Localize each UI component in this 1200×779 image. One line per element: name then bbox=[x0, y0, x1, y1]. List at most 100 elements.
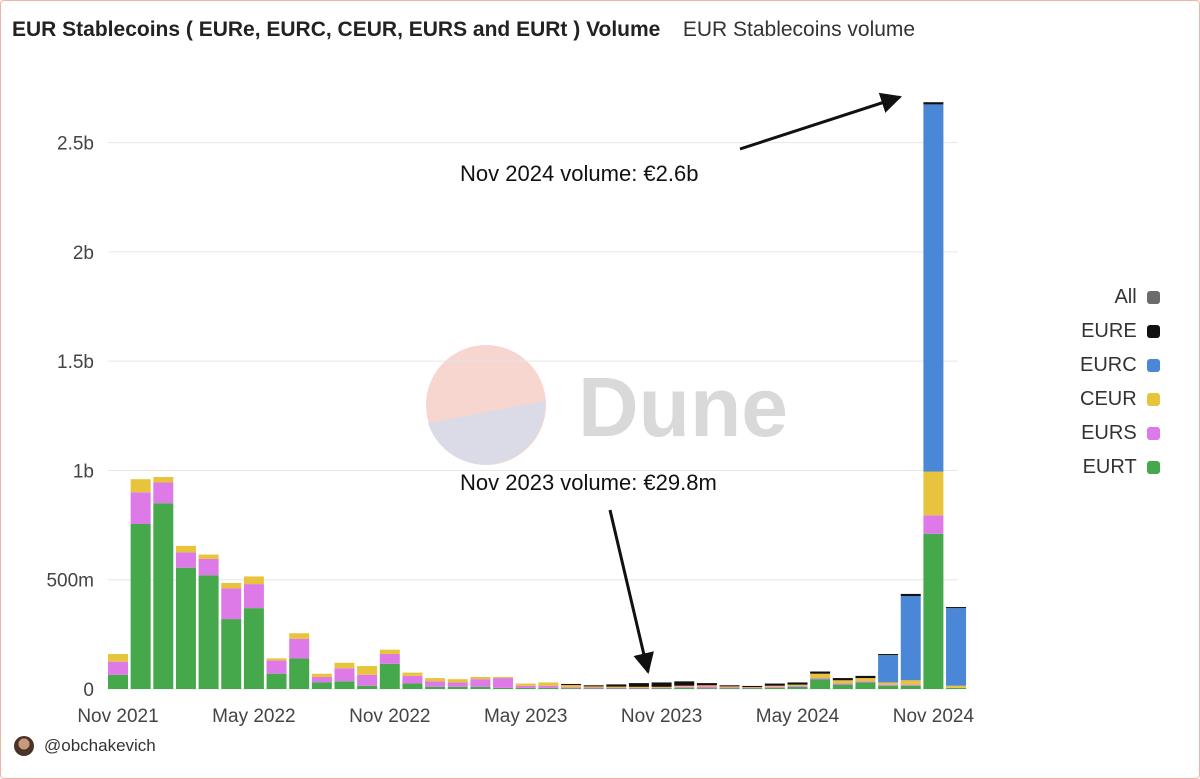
dune-watermark: Dune bbox=[426, 345, 788, 465]
bar-segment-eurt bbox=[923, 533, 944, 689]
bar-segment-ceur bbox=[470, 676, 491, 680]
bar-segment-eurt bbox=[900, 685, 921, 689]
bar-segment-eurt bbox=[221, 619, 242, 689]
bar-segment-eurs bbox=[198, 558, 219, 576]
chart-annotations: Nov 2024 volume: €2.6b Nov 2023 volume: €… bbox=[460, 92, 902, 675]
legend-label: EURT bbox=[1082, 455, 1137, 478]
legend-item-eurs[interactable]: EURS bbox=[1080, 416, 1160, 450]
bar-segment-ceur bbox=[832, 680, 853, 684]
watermark-circle-bottom bbox=[428, 401, 546, 465]
bar-segment-eure bbox=[900, 593, 921, 597]
bar-segment-eurt bbox=[810, 679, 831, 689]
legend-label: All bbox=[1114, 285, 1137, 308]
annotation-arrow-nov-2024 bbox=[739, 92, 902, 151]
bar-segment-eurs bbox=[334, 668, 355, 682]
x-tick-label: Nov 2024 bbox=[893, 706, 975, 727]
legend-item-eure[interactable]: EURE bbox=[1080, 314, 1160, 348]
bar-segment-ceur bbox=[696, 685, 717, 687]
bar-segment-eurt bbox=[493, 687, 514, 689]
bar-segment-eurs bbox=[266, 660, 287, 674]
legend-label: EURC bbox=[1080, 353, 1137, 376]
bar-segment-ceur bbox=[493, 676, 514, 679]
y-axis-ticks: 0 500m 1b 1.5b 2b 2.5b bbox=[46, 134, 94, 701]
y-tick-label: 1.5b bbox=[57, 352, 94, 373]
x-tick-label: Nov 2022 bbox=[349, 706, 430, 727]
bar-segment-eurt bbox=[674, 687, 695, 689]
bar-segment-eurt bbox=[742, 688, 763, 689]
chart-header: EUR Stablecoins ( EURe, EURC, CEUR, EURS… bbox=[12, 18, 915, 42]
bar-segment-eurs bbox=[742, 687, 763, 689]
bar-segment-eurt bbox=[289, 658, 310, 689]
legend-swatch bbox=[1146, 290, 1160, 304]
bar-segment-eurt bbox=[855, 682, 876, 689]
bar-segment-ceur bbox=[742, 686, 763, 688]
bar-segment-ceur bbox=[334, 662, 355, 669]
bar-segment-ceur bbox=[447, 679, 468, 683]
bar-segment-eure bbox=[764, 683, 785, 686]
bar-segment-ceur bbox=[130, 479, 151, 493]
bar-segment-eurs bbox=[357, 674, 378, 686]
annotation-nov-2023: Nov 2023 volume: €29.8m bbox=[460, 470, 717, 495]
chart-subtitle: EUR Stablecoins volume bbox=[682, 18, 916, 41]
legend-item-ceur[interactable]: CEUR bbox=[1080, 382, 1160, 416]
bar-segment-eurt bbox=[130, 524, 151, 689]
bar-segment-ceur bbox=[561, 685, 581, 688]
bar-segment-eure bbox=[696, 683, 717, 686]
bar-segment-ceur bbox=[153, 477, 174, 483]
bar-segment-ceur bbox=[583, 686, 604, 688]
bar-segment-ceur bbox=[878, 682, 899, 685]
bar-segment-eurs bbox=[561, 687, 581, 689]
legend-swatch bbox=[1146, 358, 1160, 372]
x-axis-ticks: Nov 2021 May 2022 Nov 2022 May 2023 Nov 2023… bbox=[77, 706, 974, 727]
bar-segment-eure bbox=[742, 685, 763, 688]
bar-segment-eurs bbox=[175, 552, 196, 568]
chart-legend: All EURE EURC CEUR EURS EURT bbox=[1080, 280, 1160, 484]
y-tick-label: 0 bbox=[83, 680, 94, 701]
bar-segment-ceur bbox=[515, 683, 536, 686]
y-tick-label: 1b bbox=[73, 461, 94, 482]
bar-segment-eurs bbox=[923, 515, 944, 534]
bar-segment-ceur bbox=[719, 686, 740, 688]
x-tick-label: Nov 2021 bbox=[77, 706, 158, 727]
bar-segment-eure bbox=[606, 684, 627, 687]
bar-segment-eurs bbox=[900, 684, 921, 686]
bar-segment-ceur bbox=[425, 678, 446, 682]
bar-segment-eurs bbox=[493, 678, 514, 688]
bar-segment-eure bbox=[674, 681, 695, 686]
bar-segment-eurt bbox=[198, 575, 219, 689]
bar-segment-eurs bbox=[130, 492, 151, 524]
bar-segment-ceur bbox=[606, 686, 627, 688]
bar-segment-ceur bbox=[198, 554, 219, 559]
bar-segment-eure bbox=[878, 654, 899, 656]
bar-segment-eure bbox=[787, 682, 808, 685]
bar-segment-eurt bbox=[334, 681, 355, 689]
bar-segment-eurt bbox=[243, 608, 264, 689]
author-handle: @obchakevich bbox=[44, 736, 156, 755]
bar-segment-ceur bbox=[221, 583, 242, 589]
x-tick-label: May 2022 bbox=[212, 706, 295, 727]
legend-item-all[interactable]: All bbox=[1080, 280, 1160, 314]
bar-segment-ceur bbox=[628, 686, 649, 688]
bar-segment-eurs bbox=[243, 584, 264, 609]
bar-segment-ceur bbox=[900, 680, 921, 685]
bar-segment-eurs bbox=[402, 675, 423, 684]
bar-segment-eurs bbox=[787, 685, 808, 687]
bar-segment-eure bbox=[923, 102, 944, 105]
watermark-text: Dune bbox=[578, 360, 788, 454]
legend-item-eurt[interactable]: EURT bbox=[1080, 450, 1160, 484]
legend-item-eurc[interactable]: EURC bbox=[1080, 348, 1160, 382]
bar-segment-eure bbox=[719, 685, 740, 687]
bar-segment-eure bbox=[810, 671, 831, 674]
bar-segment-eurs bbox=[855, 681, 876, 683]
bar-segment-ceur bbox=[357, 666, 378, 675]
bar-segment-ceur bbox=[764, 685, 785, 687]
bar-segment-ceur bbox=[651, 686, 672, 688]
bar-segment-ceur bbox=[923, 471, 944, 516]
bar-segment-eurt bbox=[266, 673, 287, 689]
bar-segment-eurt bbox=[878, 685, 899, 689]
bar-segment-ceur bbox=[266, 658, 287, 661]
legend-swatch bbox=[1146, 392, 1160, 406]
bar-segment-eurc bbox=[878, 655, 899, 683]
y-tick-label: 2.5b bbox=[57, 134, 94, 155]
bar-segment-eurt bbox=[108, 674, 128, 689]
